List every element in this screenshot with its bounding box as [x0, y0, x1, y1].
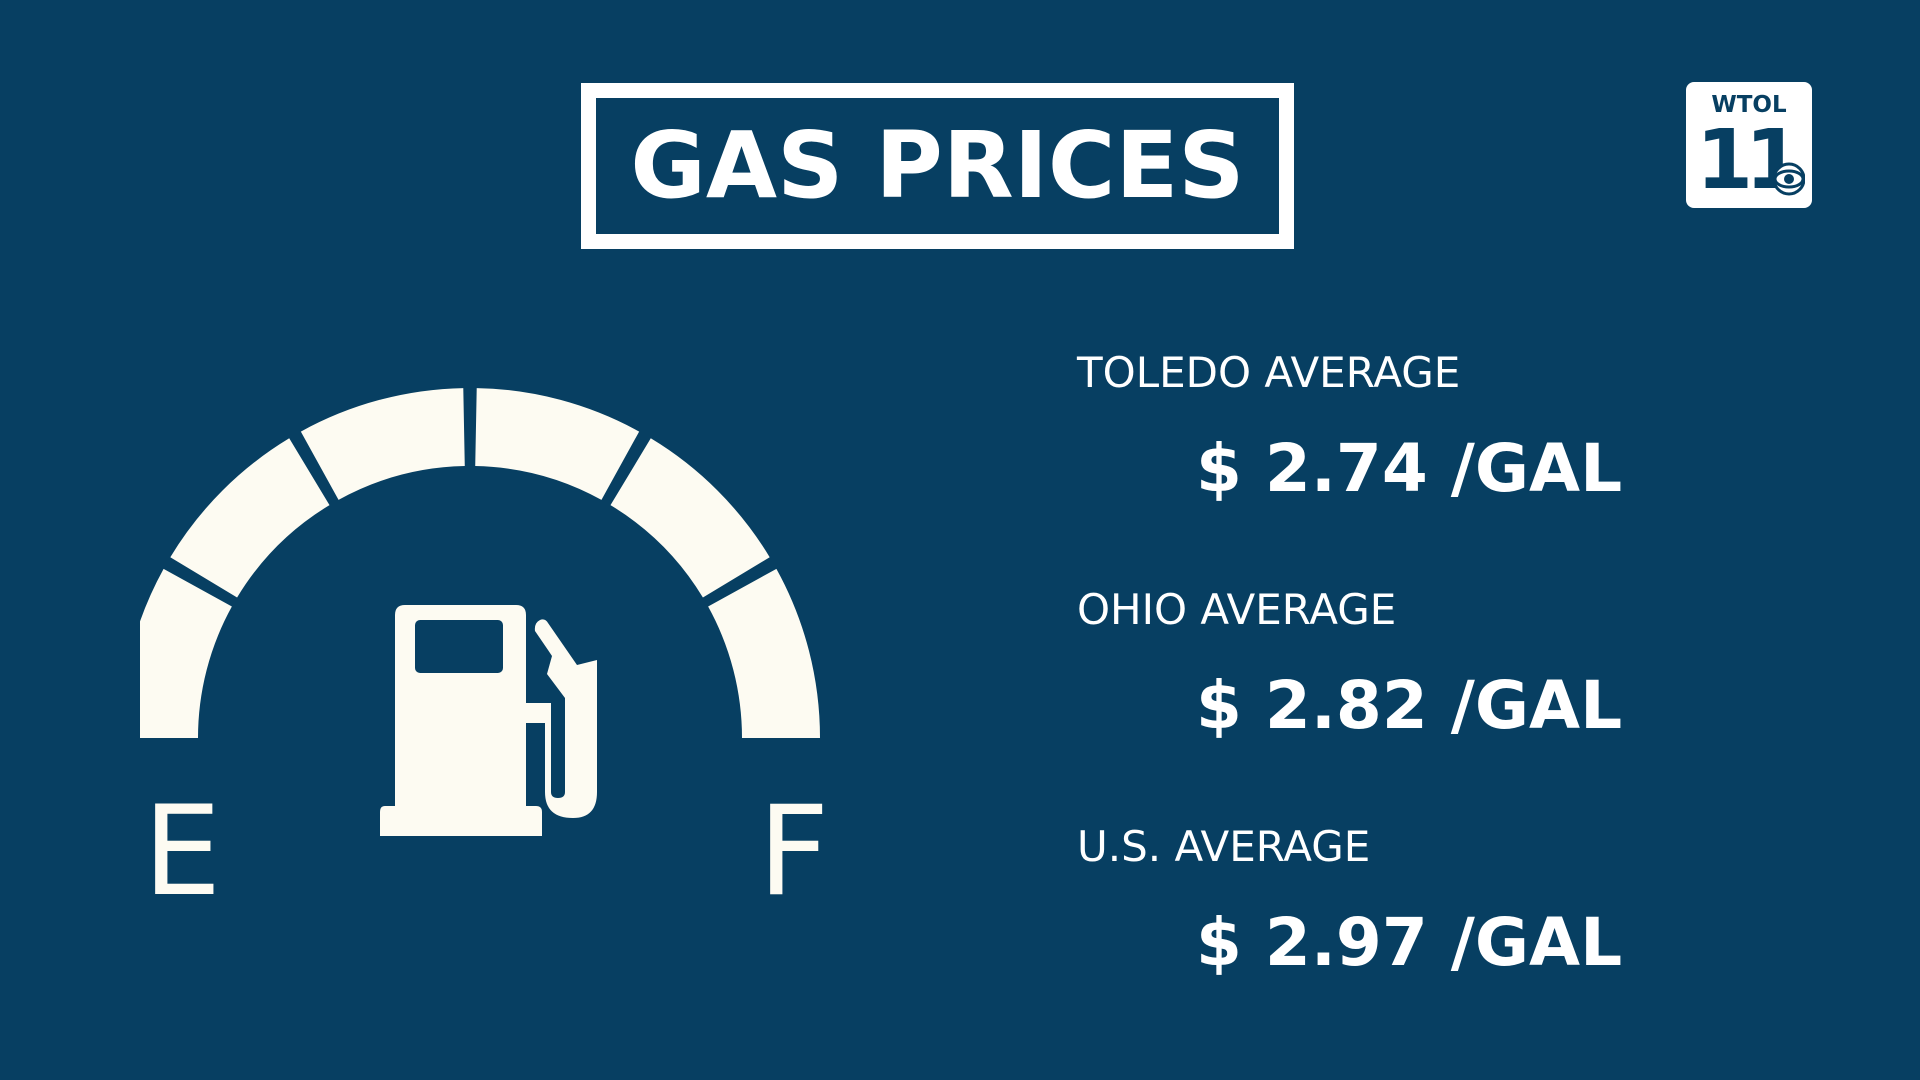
gauge-empty-label: E: [143, 780, 222, 924]
price-label-ohio: OHIO AVERAGE: [1077, 585, 1397, 634]
price-label-us: U.S. AVERAGE: [1077, 822, 1371, 871]
gauge-segment: [170, 438, 330, 598]
gauge-arc: [140, 388, 820, 738]
gauge-full-label: F: [758, 780, 830, 924]
fuel-gauge: [140, 388, 820, 836]
cbs-eye-icon: [1773, 162, 1805, 196]
gauge-segment: [610, 438, 770, 598]
gauge-segment: [708, 568, 820, 738]
gauge-segment: [140, 568, 232, 738]
price-value-ohio: $ 2.82 /GAL: [1196, 667, 1623, 744]
price-label-toledo: TOLEDO AVERAGE: [1077, 348, 1461, 397]
title-frame: GAS PRICES: [581, 83, 1294, 249]
fuel-pump-icon: [380, 605, 597, 836]
logo-station-text: WTOL: [1711, 92, 1787, 118]
gauge-segment: [300, 388, 465, 500]
station-logo: WTOL 11: [1686, 82, 1812, 208]
price-value-toledo: $ 2.74 /GAL: [1196, 430, 1623, 507]
page-title: GAS PRICES: [630, 112, 1245, 219]
price-value-us: $ 2.97 /GAL: [1196, 904, 1623, 981]
gauge-segment: [475, 388, 640, 500]
